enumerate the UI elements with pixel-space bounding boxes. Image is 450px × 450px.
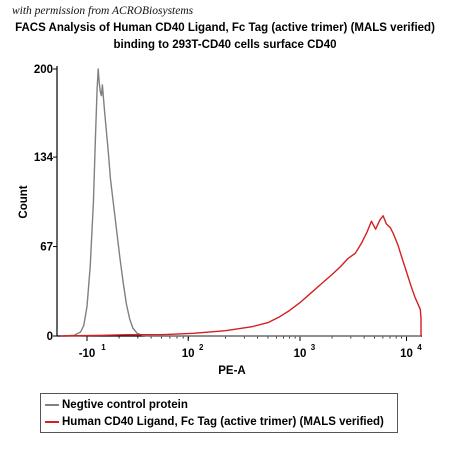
y-tick-label: 134 [34,152,54,164]
legend-swatch-gray [45,403,59,406]
chart-title-line-2: binding to 293T-CD40 cells surface CD40 [113,39,337,51]
negative-control-histogram-line [63,68,421,337]
x-tick-exponent: 2 [199,343,204,352]
x-tick-label: 10 [400,348,413,360]
x-tick-exponent: 1 [101,343,106,352]
x-axis-label: PE-A [218,365,245,377]
x-tick-exponent: 4 [417,343,422,352]
x-tick-label: 10 [294,348,307,360]
legend-item-cd40-ligand: Human CD40 Ligand, Fc Tag (active trimer… [45,413,384,430]
chart-title-line-1: FACS Analysis of Human CD40 Ligand, Fc T… [15,22,435,34]
x-tick-exponent: 3 [311,343,316,352]
x-tick-label: -10 [79,348,96,360]
legend-swatch-red [45,420,59,423]
chart-legend: Negtive control protein Human CD40 Ligan… [40,393,398,433]
y-tick-label: 0 [47,331,53,343]
legend-label: Human CD40 Ligand, Fc Tag (active trimer… [62,415,384,428]
y-tick-label: 67 [40,242,53,254]
y-axis-label: Count [18,185,30,218]
legend-label: Negtive control protein [62,398,188,411]
legend-item-negative-control: Negtive control protein [45,396,188,413]
cd40-ligand-histogram-line [60,215,422,337]
y-tick-label: 200 [34,64,53,76]
x-tick-label: 10 [182,348,195,360]
permission-watermark: with permission from ACROBiosystems [12,5,194,17]
